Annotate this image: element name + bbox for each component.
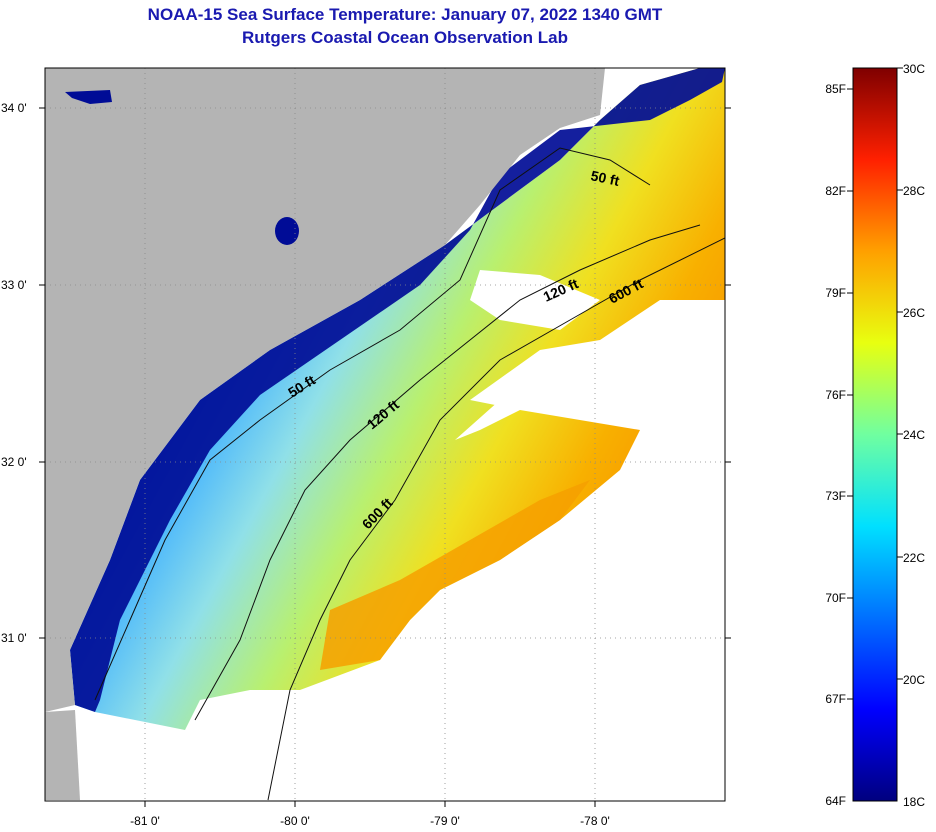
colorbar-f-label: 82F <box>825 184 846 198</box>
colorbar-f-label: 70F <box>825 591 846 605</box>
colorbar-c-label: 30C <box>903 62 925 76</box>
colorbar-f-label: 76F <box>825 388 846 402</box>
lon-label: -79 0' <box>430 814 460 828</box>
colorbar-c-label: 18C <box>903 795 925 809</box>
cloud-gap <box>455 318 725 440</box>
lat-label: 31 0' <box>1 631 27 645</box>
colorbar-c-label: 22C <box>903 551 925 565</box>
map-title: NOAA-15 Sea Surface Temperature: January… <box>147 5 663 24</box>
lon-label: -81 0' <box>130 814 160 828</box>
lat-label: 32 0' <box>1 455 27 469</box>
colorbar-f-label: 73F <box>825 489 846 503</box>
isobath-label: 50 ft <box>589 167 621 189</box>
colorbar-f-label: 85F <box>825 82 846 96</box>
land-coastline <box>45 68 605 712</box>
colorbar-gradient <box>852 67 898 802</box>
colorbar-f-label: 64F <box>825 794 846 808</box>
lon-label: -80 0' <box>280 814 310 828</box>
lat-label: 34 0' <box>1 101 27 115</box>
isobath-lines <box>94 147 725 801</box>
lon-label: -78 0' <box>580 814 610 828</box>
colorbar-f-label: 67F <box>825 692 846 706</box>
colorbar-c-label: 26C <box>903 306 925 320</box>
colorbar-c-label: 28C <box>903 184 925 198</box>
colorbar-f-label: 79F <box>825 286 846 300</box>
colorbar: 85F 82F 79F 76F 73F 70F 67F 64F 30C 28C … <box>825 62 925 809</box>
map-frame <box>44 67 726 802</box>
colorbar-c-label: 20C <box>903 673 925 687</box>
map-area: 50 ft 50 ft 120 ft 120 ft 600 ft 600 ft <box>45 68 725 801</box>
colorbar-c-label: 24C <box>903 428 925 442</box>
lat-label: 33 0' <box>1 278 27 292</box>
map-subtitle: Rutgers Coastal Ocean Observation Lab <box>242 28 568 47</box>
